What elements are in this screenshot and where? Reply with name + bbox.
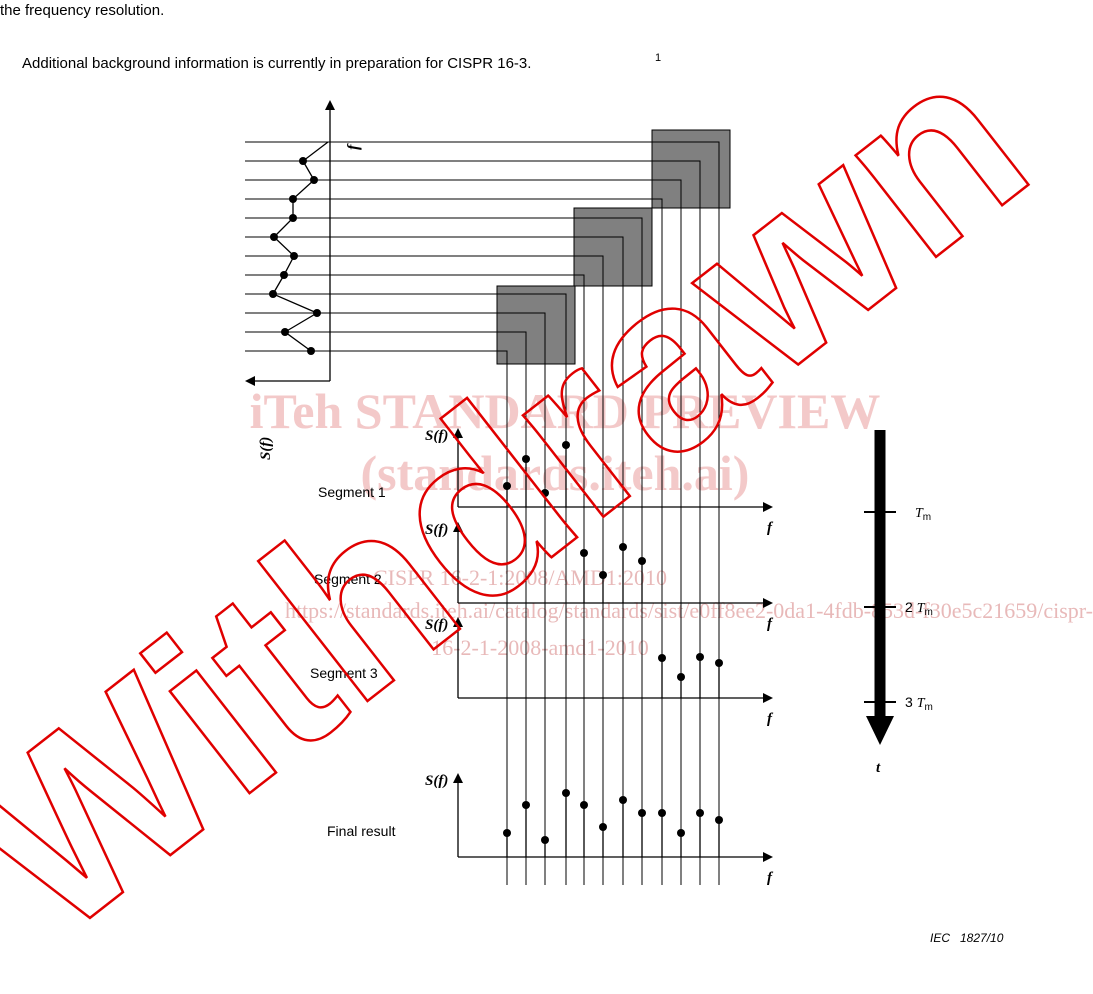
arrow-head — [763, 502, 773, 512]
page: the frequency resolution. Additional bac… — [0, 0, 1093, 989]
dot — [522, 801, 530, 809]
subscript: m — [924, 607, 932, 618]
axis-label: S(f) — [425, 773, 448, 789]
dot — [270, 233, 278, 241]
arrow-head — [763, 693, 773, 703]
dot — [269, 290, 277, 298]
dot — [310, 176, 318, 184]
dot — [299, 157, 307, 165]
dot — [715, 816, 723, 824]
dot — [280, 271, 288, 279]
dot — [307, 347, 315, 355]
dot — [715, 659, 723, 667]
time-tick-label: Tm — [915, 506, 931, 523]
factor: 2 — [905, 599, 913, 615]
dot — [599, 823, 607, 831]
arrow-head — [325, 100, 335, 110]
time-tick-label: 3 Tm — [905, 694, 933, 713]
dot — [580, 801, 588, 809]
dot — [696, 809, 704, 817]
figure-id: IEC 1827/10 — [930, 931, 1004, 945]
dot — [638, 809, 646, 817]
dot — [289, 214, 297, 222]
dot — [290, 252, 298, 260]
text-top: the frequency resolution. — [0, 2, 164, 19]
dot — [619, 796, 627, 804]
withdrawn-stamp: Withdrawn — [0, 0, 1072, 985]
dot — [289, 195, 297, 203]
arrow-head — [866, 716, 894, 745]
dot — [658, 809, 666, 817]
factor: 3 — [905, 694, 913, 710]
subscript: m — [923, 512, 931, 523]
dot — [677, 673, 685, 681]
dot — [638, 557, 646, 565]
dot — [541, 836, 549, 844]
dot — [696, 653, 704, 661]
paragraph: Additional background information is cur… — [22, 55, 531, 72]
arrow-head — [453, 773, 463, 783]
panel-label: Final result — [327, 823, 396, 839]
axis-label: f — [767, 520, 774, 536]
dot — [562, 789, 570, 797]
subscript: m — [924, 702, 932, 713]
arrow-head — [763, 852, 773, 862]
axis-label: f — [345, 143, 362, 150]
dot — [658, 654, 666, 662]
axis-label: S(f) — [258, 437, 274, 460]
axis-label: f — [767, 711, 774, 727]
dot — [503, 829, 511, 837]
axis-label: f — [767, 870, 774, 886]
footnote-ref: 1 — [655, 52, 661, 64]
document-page: the frequency resolution. Additional bac… — [0, 0, 1093, 989]
time-label: t — [876, 760, 881, 776]
dot — [281, 328, 289, 336]
dot — [313, 309, 321, 317]
dot — [677, 829, 685, 837]
spectrum-curve — [273, 142, 328, 351]
